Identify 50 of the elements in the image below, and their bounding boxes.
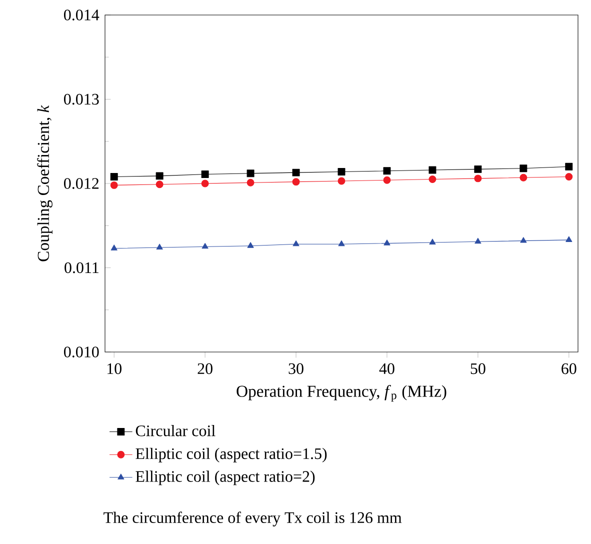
point xyxy=(383,167,391,175)
point xyxy=(338,168,346,176)
point xyxy=(429,238,436,244)
point xyxy=(520,174,528,182)
x-axis-title: Operation Frequency, f$_{p}$ (MHz) xyxy=(236,385,446,402)
point xyxy=(110,173,118,180)
point xyxy=(292,240,300,246)
y-axis-title: Coupling Coefficient, k xyxy=(37,105,52,262)
point xyxy=(247,242,254,248)
x-tick-label: 30 xyxy=(288,363,304,374)
point xyxy=(428,176,436,184)
x-tick-label: 40 xyxy=(379,363,394,374)
point xyxy=(383,176,391,184)
text: The circumference of every Tx coil is 126 mm xyxy=(104,512,402,526)
y-tick-label: 0.014 xyxy=(64,10,100,20)
point xyxy=(565,162,573,170)
point xyxy=(520,237,527,243)
y-tick-label: 0.013 xyxy=(64,94,99,105)
legend-label: Elliptic coil (aspect ratio=2) xyxy=(136,470,315,486)
point xyxy=(156,244,163,250)
point xyxy=(566,236,572,242)
point xyxy=(338,177,346,185)
point xyxy=(338,240,345,246)
point xyxy=(156,180,164,188)
x-tick-label: 10 xyxy=(108,363,122,374)
point xyxy=(428,166,436,174)
point xyxy=(201,170,209,178)
point xyxy=(110,244,118,250)
point xyxy=(201,180,209,188)
point xyxy=(520,164,528,172)
point xyxy=(565,173,573,180)
x-tick-label: 60 xyxy=(562,363,576,374)
point xyxy=(246,170,254,178)
y-tick-label: 0.012 xyxy=(64,178,99,189)
point xyxy=(474,238,482,244)
point xyxy=(292,178,300,186)
x-tick-label: 20 xyxy=(198,363,212,374)
point xyxy=(474,165,482,173)
y-tick-label: 0.011 xyxy=(64,262,98,274)
point xyxy=(474,174,482,182)
point xyxy=(384,240,390,246)
legend-label: Elliptic coil (aspect ratio=1.5) xyxy=(136,448,327,462)
point xyxy=(110,181,118,189)
point xyxy=(246,178,254,186)
x-tick-label: 50 xyxy=(470,363,486,374)
point xyxy=(156,172,164,180)
legend-label: Circular coil xyxy=(136,425,216,436)
y-tick-label: 0.010 xyxy=(64,346,99,358)
point xyxy=(202,242,208,249)
point xyxy=(292,168,300,176)
